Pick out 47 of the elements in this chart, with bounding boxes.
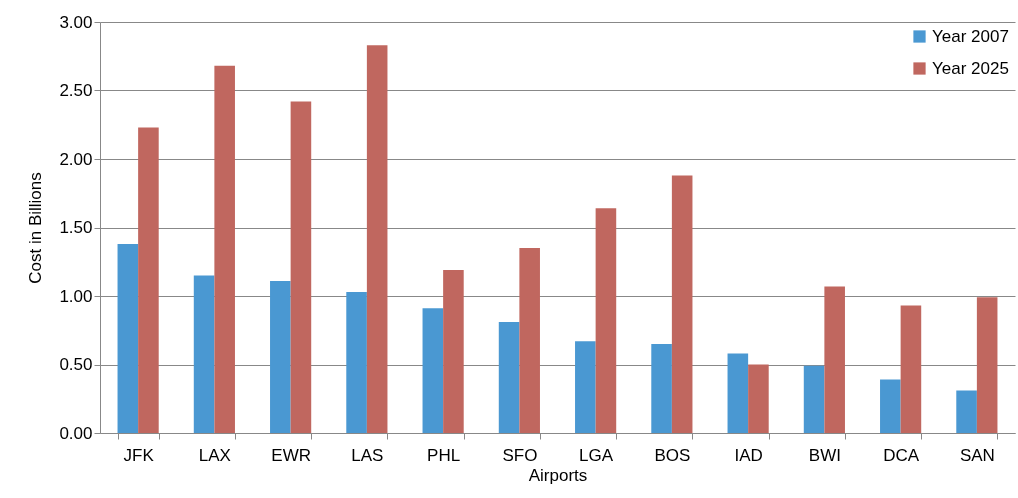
x-tick-label: SFO (502, 445, 538, 465)
bar (346, 291, 367, 433)
y-tick-label: 3.00 (59, 12, 93, 32)
bar (956, 390, 977, 433)
y-tick-label: 0.50 (59, 355, 93, 374)
bar (976, 297, 998, 433)
bar (880, 379, 901, 433)
bar (193, 275, 215, 433)
y-tick-label: 1.00 (59, 286, 93, 306)
bar (671, 175, 693, 433)
bar (651, 343, 672, 433)
bar (443, 269, 464, 433)
bar (803, 365, 825, 433)
bar (748, 364, 769, 433)
x-tick-label: IAD (734, 445, 763, 465)
bar (366, 45, 388, 433)
x-axis-title: Airports (528, 465, 588, 485)
x-tick-label: BOS (654, 445, 691, 465)
bar (214, 65, 235, 433)
y-axis-title: Cost in Billions (26, 172, 46, 284)
x-tick-label: LAX (198, 445, 231, 465)
x-tick-label: DCA (883, 445, 920, 465)
x-tick-label: JFK (123, 445, 155, 465)
y-tick-label: 0.00 (59, 423, 93, 443)
bar (270, 280, 291, 433)
bar (727, 353, 749, 433)
bar (595, 208, 617, 433)
x-tick-label: SAN (959, 445, 995, 465)
bar (575, 341, 596, 433)
bar (900, 305, 922, 433)
bar (290, 101, 312, 433)
x-tick-label: EWR (271, 445, 311, 465)
x-tick-label: LGA (579, 445, 614, 465)
bar (519, 248, 540, 433)
x-tick-label: BWI (808, 445, 841, 465)
bar (824, 286, 845, 433)
y-tick-label: 1.50 (59, 218, 93, 237)
bar (422, 308, 444, 433)
bar (138, 127, 159, 433)
y-tick-label: 2.50 (59, 81, 93, 100)
x-tick-label: LAS (351, 445, 384, 465)
bar (117, 243, 139, 433)
x-tick-label: PHL (427, 445, 461, 465)
bar (498, 322, 520, 433)
legend-label: Year 2025 (932, 58, 1009, 78)
legend-label: Year 2007 (932, 26, 1009, 46)
y-tick-label: 2.00 (59, 149, 93, 169)
